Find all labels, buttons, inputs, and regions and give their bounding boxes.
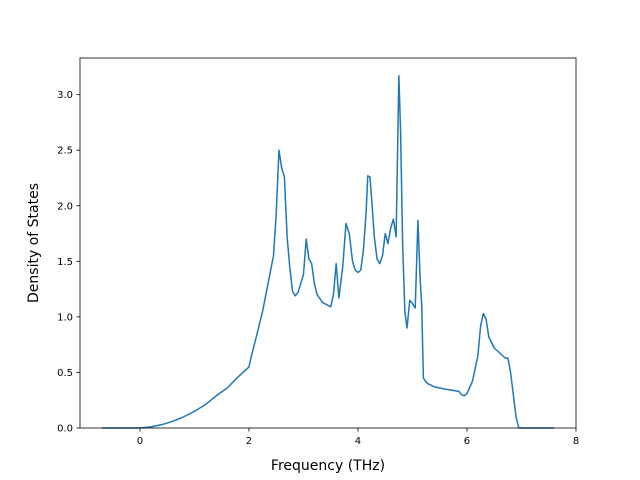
x-tick-label: 6 <box>464 436 470 447</box>
x-tick-label: 2 <box>246 436 252 447</box>
y-tick-label: 1.5 <box>57 257 73 268</box>
y-tick-label: 3.0 <box>57 90 73 101</box>
y-tick-label: 0.5 <box>57 368 73 379</box>
x-tick-label: 4 <box>355 436 361 447</box>
y-tick-label: 2.5 <box>57 146 73 157</box>
y-tick-label: 2.0 <box>57 201 73 212</box>
y-axis-ticks: 0.0 0.5 1.0 1.5 2.0 2.5 3.0 <box>57 90 80 435</box>
plot-frame <box>79 57 577 429</box>
x-axis-ticks: 0 2 4 6 8 <box>137 428 579 447</box>
x-tick-label: 0 <box>137 436 143 447</box>
y-axis-label: Density of States <box>26 183 42 303</box>
y-tick-label: 0.0 <box>57 424 73 435</box>
plot-area <box>80 58 576 428</box>
y-tick-label: 1.0 <box>57 312 73 323</box>
dos-line <box>101 75 555 429</box>
x-tick-label: 8 <box>573 436 579 447</box>
x-axis-label: Frequency (THz) <box>271 458 385 474</box>
